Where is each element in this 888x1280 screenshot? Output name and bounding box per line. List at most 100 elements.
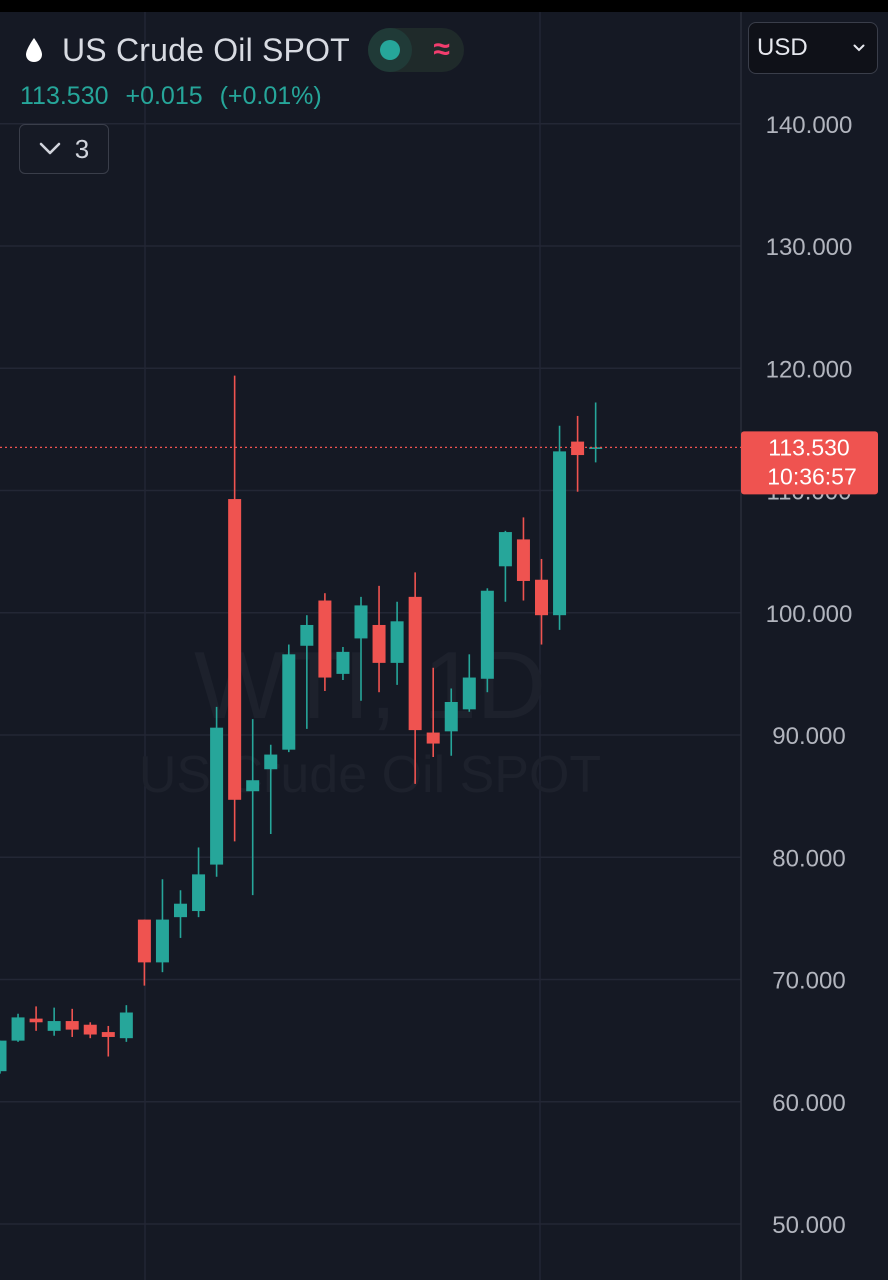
- currency-value: USD: [757, 34, 808, 61]
- bar-countdown: 10:36:57: [767, 463, 857, 489]
- candle-body: [228, 499, 242, 800]
- status-bar: [0, 0, 888, 12]
- candle-body: [174, 903, 187, 918]
- candle-body: [101, 1032, 115, 1037]
- candle-body: [264, 754, 278, 770]
- currency-select[interactable]: USD: [748, 22, 878, 74]
- watermark: WTI, 1D US Crude Oil SPOT: [139, 632, 601, 804]
- candle-body: [11, 1017, 25, 1041]
- candle-body: [462, 677, 476, 710]
- candle-body: [137, 919, 151, 963]
- candle-body: [516, 539, 530, 581]
- watermark-line2: US Crude Oil SPOT: [139, 746, 601, 804]
- candle-up: [155, 879, 169, 973]
- y-tick-label: 90.000: [772, 723, 845, 750]
- candle-body: [444, 701, 458, 732]
- candle-down: [426, 667, 440, 758]
- y-tick-label: 60.000: [772, 1090, 845, 1117]
- market-status-indicator: [367, 28, 412, 72]
- candle-body: [390, 621, 404, 663]
- candle-body: [408, 596, 422, 731]
- candle-up: [336, 646, 350, 680]
- indicators-toggle-button[interactable]: 3: [19, 124, 109, 174]
- candle-up: [192, 847, 206, 918]
- candle-up: [300, 615, 314, 729]
- candle-down: [83, 1022, 97, 1039]
- candle-up: [553, 425, 567, 630]
- candle-down: [137, 919, 151, 986]
- candle-body: [571, 441, 585, 456]
- candle-down: [101, 1025, 115, 1057]
- candle-up: [282, 644, 296, 753]
- candle-down: [372, 585, 386, 693]
- chart-header: US Crude Oil SPOT ≈ 113.530 +0.015 (+0.0…: [0, 0, 888, 200]
- candle-up: [246, 719, 260, 896]
- last-price-value: 113.530: [768, 434, 849, 460]
- candle-down: [408, 572, 422, 784]
- candle-body: [426, 732, 440, 744]
- chevron-down-icon: [853, 44, 865, 52]
- candle-body: [246, 780, 260, 792]
- price-row: 113.530 +0.015 (+0.01%): [20, 82, 332, 111]
- candle-up: [462, 654, 476, 712]
- candles: [0, 375, 603, 1074]
- candle-body: [282, 654, 296, 750]
- chart-grid: [0, 12, 742, 1280]
- candle-up: [354, 596, 368, 701]
- y-tick-label: 80.000: [772, 845, 845, 872]
- candle-down: [535, 558, 548, 645]
- candle-down: [318, 593, 332, 691]
- indicators-count: 3: [74, 133, 90, 164]
- price-change: +0.015: [125, 82, 203, 110]
- current-price: 113.530: [20, 82, 109, 110]
- candle-up: [0, 1040, 7, 1074]
- candle-down: [29, 1006, 43, 1031]
- candle-up: [480, 588, 494, 693]
- candle-up: [174, 890, 187, 938]
- y-tick-label: 70.000: [772, 968, 845, 995]
- candle-body: [192, 874, 206, 912]
- candle-body: [354, 605, 368, 639]
- price-axis[interactable]: 50.00060.00070.00080.00090.000100.000110…: [766, 112, 853, 1239]
- candle-body: [589, 447, 603, 449]
- candle-up: [390, 601, 404, 685]
- candle-down: [571, 415, 585, 492]
- candlestick-chart[interactable]: WTI, 1D US Crude Oil SPOT 50.000 60.000 70…: [0, 12, 888, 1280]
- approx-icon: ≈: [433, 33, 450, 66]
- candle-body: [336, 651, 350, 674]
- candle-body: [119, 1012, 133, 1039]
- candle-body: [155, 919, 169, 963]
- candle-body: [47, 1021, 61, 1031]
- market-status-pill[interactable]: ≈: [367, 28, 464, 72]
- candle-body: [83, 1024, 97, 1035]
- candle-body: [480, 590, 494, 679]
- chevron-down-icon: [39, 142, 61, 155]
- y-tick-label: 50.000: [772, 1212, 845, 1239]
- candle-body: [300, 624, 314, 646]
- candle-up: [11, 1013, 25, 1042]
- market-status-dot: [379, 40, 400, 60]
- candle-body: [65, 1021, 79, 1030]
- drop-icon: [26, 38, 42, 62]
- candle-up: [589, 402, 603, 463]
- price-change-percent: (+0.01%): [219, 82, 322, 110]
- candle-body: [535, 579, 548, 616]
- last-price-marker: 113.530 10:36:57: [0, 431, 878, 495]
- symbol-name[interactable]: US Crude Oil SPOT: [62, 31, 350, 68]
- candle-down: [65, 1008, 79, 1037]
- candle-body: [210, 727, 224, 865]
- candle-body: [0, 1040, 7, 1072]
- candle-up: [210, 706, 224, 877]
- y-tick-label: 100.000: [766, 601, 853, 628]
- candle-down: [516, 517, 530, 601]
- y-tick-label: 130.000: [766, 234, 853, 261]
- candle-up: [444, 688, 458, 756]
- candle-body: [372, 624, 386, 663]
- symbol-row: US Crude Oil SPOT ≈: [24, 28, 464, 72]
- candle-down: [228, 375, 242, 842]
- candle-body: [498, 532, 512, 567]
- candle-body: [318, 600, 332, 678]
- candle-body: [553, 451, 567, 616]
- candle-up: [47, 1007, 61, 1036]
- candle-body: [29, 1018, 43, 1023]
